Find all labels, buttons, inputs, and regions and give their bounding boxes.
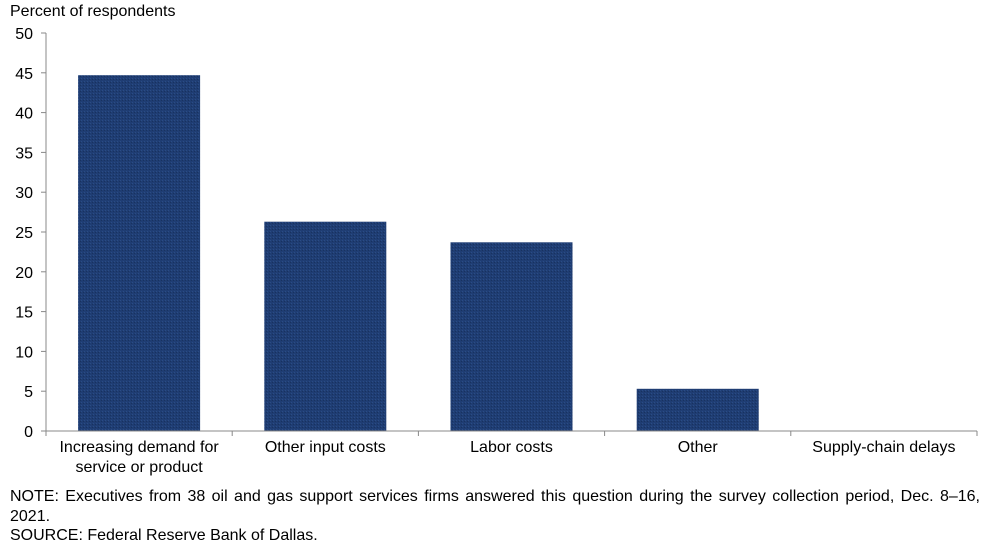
source-text: SOURCE: Federal Reserve Bank of Dallas.	[10, 527, 318, 544]
y-axis-label: Percent of respondents	[10, 3, 176, 20]
bar	[78, 75, 201, 431]
y-tick-label: 20	[15, 265, 33, 282]
y-tick-label: 10	[15, 344, 33, 361]
y-tick-label: 25	[15, 225, 33, 242]
x-tick-label: Other	[678, 439, 719, 456]
y-tick-label: 45	[15, 66, 33, 83]
y-tick-label: 0	[24, 424, 33, 441]
y-tick-label: 15	[15, 305, 33, 322]
y-tick-label: 35	[15, 145, 33, 162]
x-tick-label: Other input costs	[265, 439, 386, 456]
bar-chart: 0 5 10 15 20 25 30 35 40 45 50 Increasing demand fo…	[15, 26, 978, 476]
y-tick-label: 50	[15, 26, 33, 43]
y-tick-label: 40	[15, 106, 33, 123]
note-text: NOTE: Executives from 38 oil and gas sup…	[10, 488, 980, 525]
bar	[636, 388, 759, 431]
bar	[450, 242, 573, 431]
x-tick-label: Increasing demand for service or product	[59, 439, 219, 476]
bar	[264, 221, 387, 431]
y-tick-label: 30	[15, 185, 33, 202]
x-tick-label: Labor costs	[470, 439, 553, 456]
y-tick-label: 5	[24, 384, 33, 401]
x-tick-label: Supply-chain delays	[812, 439, 955, 456]
